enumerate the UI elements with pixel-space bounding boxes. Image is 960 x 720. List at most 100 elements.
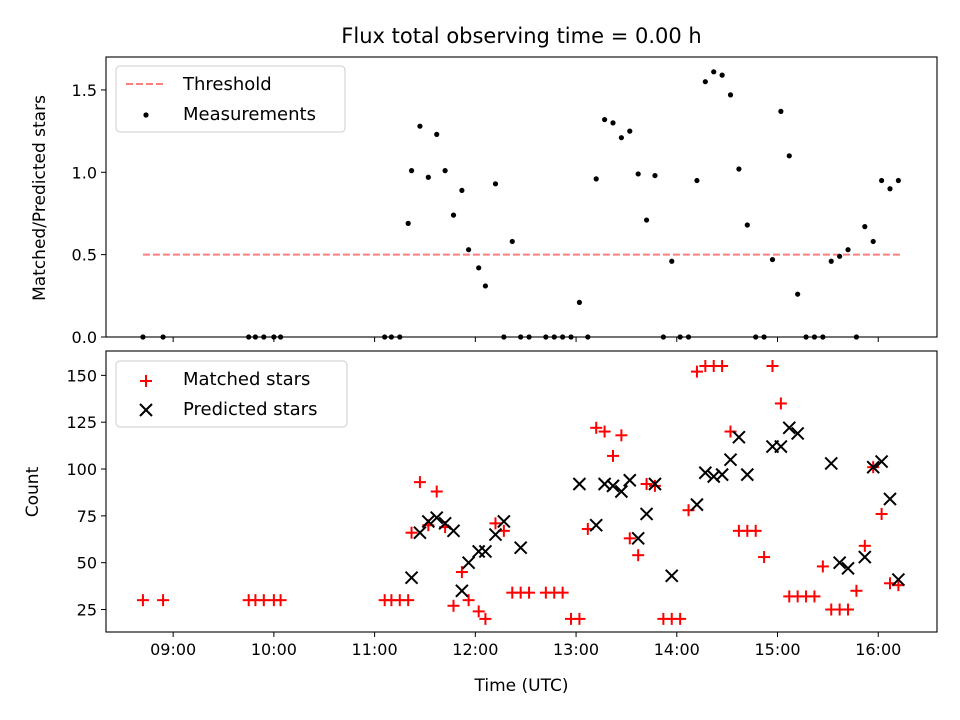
matched-stars-point (892, 579, 905, 592)
matched-stars-point (274, 594, 287, 607)
predicted-stars-point (513, 540, 528, 555)
chart-title: Flux total observing time = 0.00 h (341, 24, 701, 48)
measurement-point (879, 177, 885, 184)
matched-stars-point (808, 590, 821, 603)
measurement-point (492, 181, 499, 187)
predicted-stars-point (446, 524, 461, 538)
predicted-stars-point (774, 439, 788, 454)
matched-stars-point (842, 603, 855, 616)
measurement-point (862, 224, 868, 230)
measurement-point (459, 187, 465, 194)
bottom-legend-box (115, 360, 348, 428)
matched-stars-point (766, 359, 779, 372)
bottom-x-tick-label: 09:00 (150, 640, 196, 659)
predicted-legend-swatch (139, 403, 153, 417)
predicted-legend-label: Predicted stars (183, 399, 317, 420)
matched-stars-point (405, 526, 418, 539)
measurement-point (895, 177, 901, 184)
measurement-point (627, 128, 633, 134)
measurement-point (466, 247, 472, 253)
bottom-plot-area: 09:00 10:00 11:00 12:00 13:00 14:00 15:00 16:00… (66, 359, 906, 659)
bottom-y-tick-label: 75 (77, 507, 97, 526)
matched-stars-point (447, 599, 460, 612)
predicted-stars-point (597, 477, 612, 491)
matched-stars-point (816, 560, 829, 573)
matched-stars-point (640, 478, 653, 491)
measurement-point (702, 79, 708, 85)
matched-legend-label: Matched stars (183, 369, 310, 390)
measurement-point (593, 176, 599, 182)
predicted-stars-point (623, 473, 637, 487)
top-y-tick-label: 1.0 (72, 163, 97, 182)
measurement-point (870, 238, 876, 245)
matched-stars-point (462, 594, 475, 607)
measurement-point (795, 291, 801, 297)
matched-stars-point (875, 507, 888, 520)
predicted-stars-point (404, 570, 419, 585)
predicted-stars-point (665, 569, 679, 583)
predicted-stars-point (707, 469, 721, 484)
predicted-stars-point (698, 466, 713, 480)
bottom-x-tick-label: 10:00 (251, 640, 297, 659)
predicted-stars-point (413, 526, 427, 540)
measurement-point (434, 131, 440, 138)
bottom-y-tick-label: 125 (66, 413, 97, 432)
bottom-x-tick-label: 13:00 (553, 640, 599, 659)
matched-stars-point (136, 594, 149, 607)
top-axes-frame (105, 56, 938, 338)
measurement-point (602, 116, 608, 123)
top-y-axis-label: Matched/Predicted stars (30, 95, 50, 301)
measurement-point (405, 220, 411, 226)
measurement-point (576, 299, 583, 306)
measurement-point (727, 92, 734, 98)
predicted-stars-point (631, 531, 645, 546)
predicted-stars-point (832, 555, 847, 570)
measurement-point (635, 171, 641, 177)
bottom-y-tick-label: 50 (77, 554, 97, 573)
matched-legend-swatch (140, 375, 152, 387)
predicted-stars-point (488, 527, 503, 542)
predicted-stars-point (723, 452, 738, 467)
matched-stars-point (556, 586, 569, 599)
bottom-axes-frame (105, 350, 938, 633)
measurement-point (509, 238, 515, 245)
matched-stars-point (157, 594, 170, 607)
matched-stars-point (430, 485, 443, 498)
matched-stars-point (774, 397, 787, 410)
matched-stars-point (615, 429, 628, 442)
matched-stars-point (413, 476, 426, 489)
predicted-stars-point (690, 497, 704, 512)
top-plot-area: 0.0 0.5 1.0 1.5 (72, 69, 901, 347)
measurement-point (669, 258, 675, 264)
predicted-stars-point (824, 456, 838, 471)
measurement-point (786, 153, 792, 159)
matched-stars-point (749, 524, 762, 537)
top-legend-box (115, 65, 346, 133)
measurement-point (887, 186, 893, 192)
predicted-stars-point (858, 550, 872, 564)
predicted-stars-point (891, 572, 906, 587)
matched-stars-point (606, 449, 619, 462)
predicted-stars-point (790, 426, 805, 441)
bottom-x-tick-label: 11:00 (352, 640, 398, 659)
threshold-legend-label: Threshold (182, 74, 272, 95)
predicted-stars-point (589, 518, 603, 532)
measurement-point (408, 168, 415, 174)
matched-stars-point (758, 551, 771, 564)
predicted-stars-point (841, 561, 855, 576)
measurement-point (476, 265, 482, 271)
measurement-point (736, 166, 742, 172)
predicted-stars-point (782, 421, 796, 435)
predicted-stars-point (874, 454, 889, 469)
predicted-stars-point (639, 507, 654, 521)
bottom-legend: Matched stars Predicted stars (115, 360, 348, 428)
predicted-stars-point (715, 467, 729, 482)
predicted-stars-point (606, 479, 620, 493)
measurement-point (828, 258, 834, 264)
x-axis-label: Time (UTC) (474, 676, 569, 696)
predicted-stars-point (497, 514, 511, 529)
measurements-legend-label: Measurements (183, 104, 316, 125)
measurement-point (482, 283, 489, 289)
matched-stars-point (850, 584, 863, 597)
measurement-point (450, 212, 457, 218)
